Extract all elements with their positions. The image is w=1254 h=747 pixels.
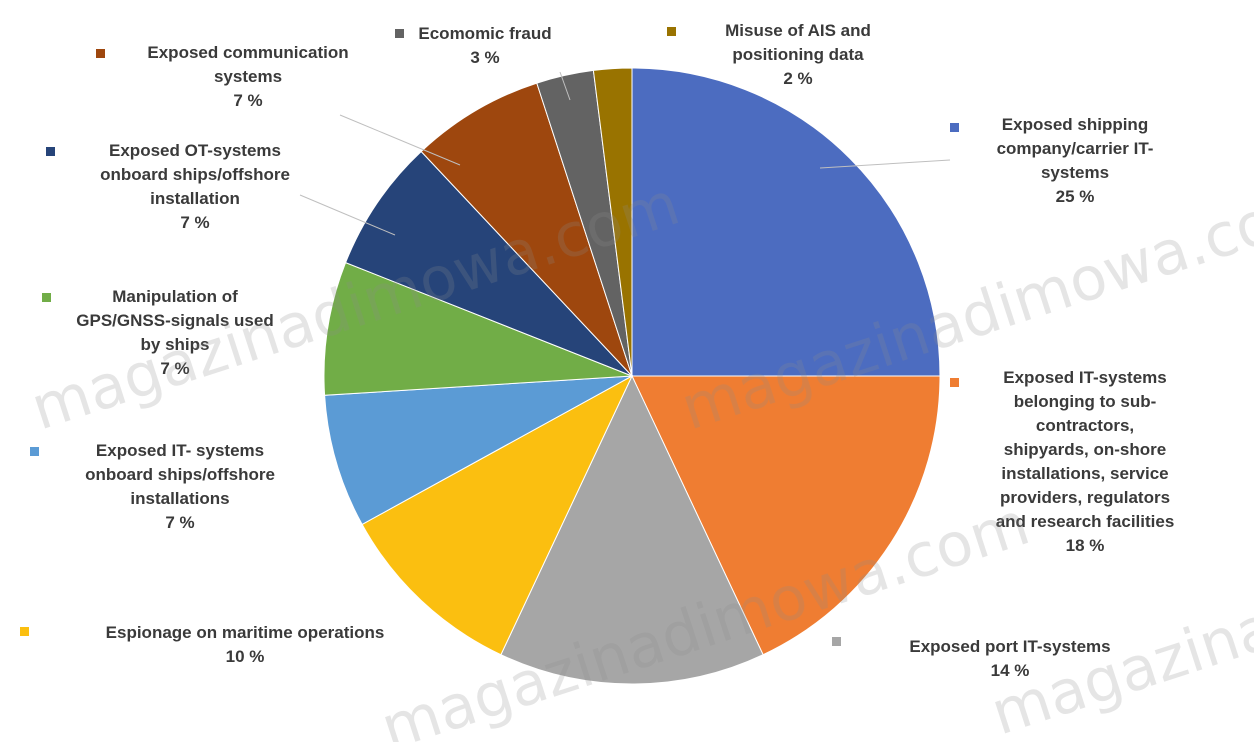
slice-label-ecomomic-fraud: Ecomomic fraud 3 % <box>418 24 551 67</box>
slice-percent-label: 7 % <box>233 91 262 110</box>
slice-label-line: Exposed port IT-systems <box>909 637 1110 656</box>
slice-percent-label: 7 % <box>180 213 209 232</box>
legend-marker-exposed-port-it-systems <box>832 637 841 646</box>
slice-label-exposed-shipping-company-carrier-it-syst: Exposed shipping company/carrier IT-syste… <box>997 115 1154 206</box>
leader-line-ecomomic-fraud <box>559 71 571 101</box>
legend-marker-espionage-on-maritime-operations <box>20 627 29 636</box>
slice-label-line: providers, regulators <box>1000 488 1170 507</box>
slice-label-line: Ecomomic fraud <box>418 24 551 43</box>
slice-label-line: onboard ships/offshore <box>100 165 290 184</box>
slice-percent-label: 2 % <box>783 69 812 88</box>
slice-label-exposed-it-systems-onboard-ships-offshor: Exposed IT- systems onboard ships/offshor… <box>85 441 275 532</box>
leader-line-exposed-ot-systems-onboard-ships-offshor <box>299 194 396 236</box>
slice-misuse-of-ais-and-positioning-data <box>592 67 633 377</box>
slice-label-line: installations <box>130 489 229 508</box>
slice-exposed-shipping-company-carrier-it-syst <box>631 67 941 377</box>
slice-label-line: systems <box>214 67 282 86</box>
slice-label-line: Exposed shipping <box>1002 115 1148 134</box>
slice-label-misuse-of-ais-and-positioning-data: Misuse of AIS and positioning data 2 % <box>725 21 871 88</box>
slice-label-line: positioning data <box>732 45 864 64</box>
slice-manipulation-of-gps-gnss-signals-used-by <box>323 261 633 396</box>
slice-espionage-on-maritime-operations <box>361 374 634 656</box>
slice-label-line: shipyards, on-shore <box>1004 440 1166 459</box>
slice-label-line: Exposed IT- systems <box>96 441 264 460</box>
slice-exposed-ot-systems-onboard-ships-offshor <box>344 150 633 377</box>
slice-label-exposed-ot-systems-onboard-ships-offshor: Exposed OT-systems onboard ships/offshore… <box>100 141 290 232</box>
slice-labels: Exposed shipping company/carrier IT-syste… <box>20 21 1174 680</box>
slice-percent-label: 7 % <box>165 513 194 532</box>
legend-marker-exposed-communication-systems <box>96 49 105 58</box>
slice-percent-label: 10 % <box>226 647 265 666</box>
slice-label-line: GPS/GNSS-signals used <box>76 311 273 330</box>
slice-label-line: and research facilities <box>996 512 1175 531</box>
slice-label-line: by ships <box>141 335 210 354</box>
slice-label-exposed-it-systems-belonging-to-sub-cont: Exposed IT-systems belonging to sub-contr… <box>996 368 1175 555</box>
slice-label-line: Misuse of AIS and <box>725 21 871 40</box>
slice-label-espionage-on-maritime-operations: Espionage on maritime operations 10 % <box>106 623 385 666</box>
slice-percent-label: 25 % <box>1056 187 1095 206</box>
legend-marker-ecomomic-fraud <box>395 29 404 38</box>
slice-exposed-communication-systems <box>420 82 633 377</box>
slice-label-manipulation-of-gps-gnss-signals-used-by: Manipulation of GPS/GNSS-signals used by s… <box>76 287 273 378</box>
legend-marker-misuse-of-ais-and-positioning-data <box>667 27 676 36</box>
slice-label-line: installation <box>150 189 240 208</box>
slice-label-line: contractors, <box>1036 416 1134 435</box>
slice-label-line: belonging to sub- <box>1014 392 1157 411</box>
legend-marker-exposed-shipping-company-carrier-it-syst <box>950 123 959 132</box>
slice-label-line: systems <box>1041 163 1109 182</box>
slice-exposed-it-systems-onboard-ships-offshor <box>324 375 633 526</box>
slice-label-line: company/carrier IT- <box>997 139 1154 158</box>
slice-label-line: Manipulation of <box>112 287 238 306</box>
slice-label-line: installations, service <box>1001 464 1168 483</box>
slice-percent-label: 18 % <box>1066 536 1105 555</box>
slice-label-line: Espionage on maritime operations <box>106 623 385 642</box>
slice-label-line: Exposed communication <box>147 43 348 62</box>
slice-exposed-it-systems-belonging-to-sub-cont <box>631 375 941 656</box>
leader-lines <box>299 71 951 236</box>
legend-marker-exposed-it-systems-onboard-ships-offshor <box>30 447 39 456</box>
legend-marker-exposed-ot-systems-onboard-ships-offshor <box>46 147 55 156</box>
slice-exposed-port-it-systems <box>500 374 764 685</box>
pie-slices <box>323 67 941 685</box>
slice-label-line: Exposed OT-systems <box>109 141 281 160</box>
slice-percent-label: 14 % <box>991 661 1030 680</box>
slice-label-line: onboard ships/offshore <box>85 465 275 484</box>
legend-marker-exposed-it-systems-belonging-to-sub-cont <box>950 378 959 387</box>
legend-marker-manipulation-of-gps-gnss-signals-used-by <box>42 293 51 302</box>
slice-label-exposed-communication-systems: Exposed communication systems 7 % <box>147 43 348 110</box>
leader-line-exposed-shipping-company-carrier-it-syst <box>819 159 951 169</box>
slice-label-exposed-port-it-systems: Exposed port IT-systems 14 % <box>909 637 1110 680</box>
slice-label-line: Exposed IT-systems <box>1003 368 1166 387</box>
slice-percent-label: 7 % <box>160 359 189 378</box>
slice-percent-label: 3 % <box>470 48 499 67</box>
leader-line-exposed-communication-systems <box>339 114 461 166</box>
